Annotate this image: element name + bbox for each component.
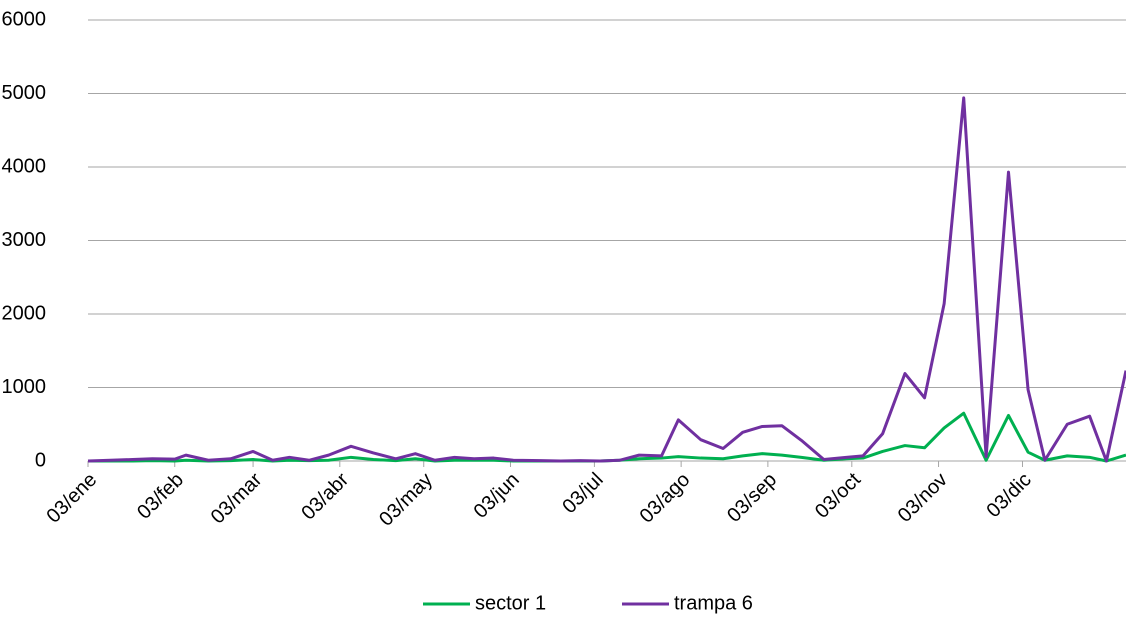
- y-tick-label: 1000: [2, 376, 47, 398]
- legend-label: sector 1: [475, 592, 546, 614]
- x-tick-label: 03/dic: [982, 469, 1035, 522]
- x-tick-label: 03/jul: [558, 469, 607, 518]
- x-tick-label: 03/abr: [297, 468, 353, 524]
- x-tick-label: 03/oct: [811, 468, 865, 522]
- x-tick-label: 03/ago: [636, 469, 695, 528]
- y-tick-label: 0: [35, 449, 46, 471]
- x-tick-label: 03/may: [375, 469, 437, 531]
- y-tick-label: 3000: [2, 229, 47, 251]
- x-tick-label: 03/mar: [207, 468, 267, 528]
- legend-label: trampa 6: [674, 592, 753, 614]
- x-tick-label: 03/nov: [894, 469, 952, 527]
- x-tick-label: 03/feb: [133, 469, 188, 524]
- y-tick-label: 6000: [2, 8, 47, 30]
- x-tick-label: 03/jun: [470, 469, 524, 523]
- y-tick-label: 5000: [2, 82, 47, 104]
- x-tick-label: 03/ene: [42, 469, 101, 528]
- x-tick-label: 03/sep: [723, 469, 781, 527]
- series-line: [87, 96, 1126, 463]
- y-tick-label: 4000: [2, 155, 47, 177]
- y-tick-label: 2000: [2, 302, 47, 324]
